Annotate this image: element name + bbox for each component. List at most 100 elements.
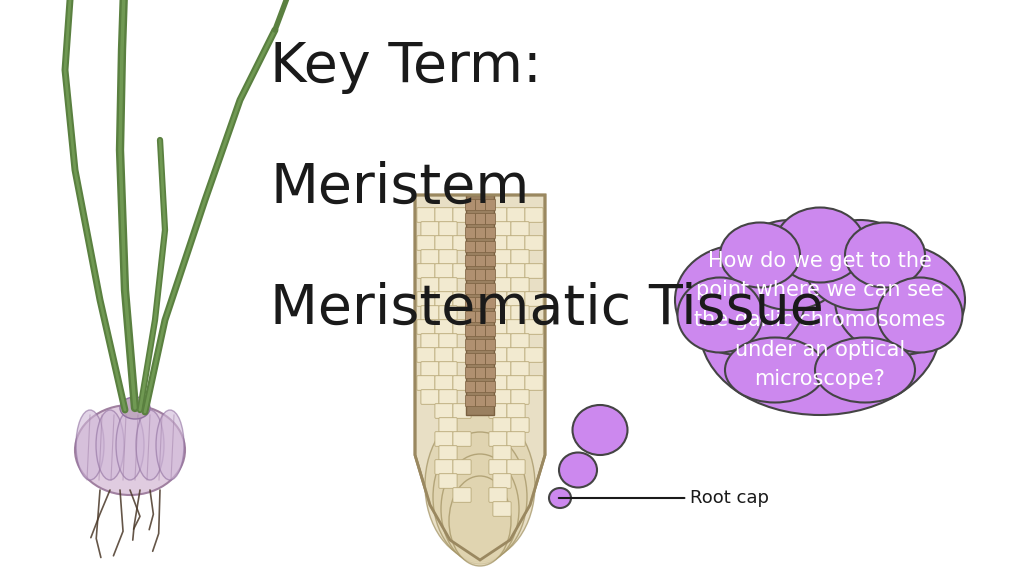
FancyBboxPatch shape <box>475 325 485 336</box>
Ellipse shape <box>720 222 800 287</box>
FancyBboxPatch shape <box>488 404 507 418</box>
FancyBboxPatch shape <box>511 334 529 348</box>
Ellipse shape <box>805 220 915 310</box>
FancyBboxPatch shape <box>421 334 439 348</box>
Text: Meristem: Meristem <box>270 161 529 215</box>
FancyBboxPatch shape <box>493 222 511 236</box>
FancyBboxPatch shape <box>507 264 525 278</box>
FancyBboxPatch shape <box>511 222 529 236</box>
FancyBboxPatch shape <box>507 291 525 306</box>
FancyBboxPatch shape <box>485 256 496 267</box>
FancyBboxPatch shape <box>475 256 485 267</box>
FancyBboxPatch shape <box>525 208 543 222</box>
FancyBboxPatch shape <box>475 270 485 281</box>
FancyBboxPatch shape <box>507 236 525 251</box>
FancyBboxPatch shape <box>435 291 453 306</box>
Polygon shape <box>415 195 545 560</box>
FancyBboxPatch shape <box>439 473 457 488</box>
FancyBboxPatch shape <box>435 348 453 362</box>
FancyBboxPatch shape <box>485 367 496 378</box>
FancyBboxPatch shape <box>488 488 507 502</box>
FancyBboxPatch shape <box>511 362 529 376</box>
FancyBboxPatch shape <box>466 270 475 281</box>
FancyBboxPatch shape <box>485 297 496 309</box>
FancyBboxPatch shape <box>466 256 475 267</box>
FancyBboxPatch shape <box>475 312 485 323</box>
FancyBboxPatch shape <box>485 325 496 336</box>
FancyBboxPatch shape <box>485 270 496 281</box>
FancyBboxPatch shape <box>417 348 435 362</box>
FancyBboxPatch shape <box>466 381 475 392</box>
FancyBboxPatch shape <box>417 291 435 306</box>
Ellipse shape <box>549 488 571 508</box>
FancyBboxPatch shape <box>493 250 511 264</box>
FancyBboxPatch shape <box>453 348 471 362</box>
FancyBboxPatch shape <box>417 320 435 334</box>
FancyBboxPatch shape <box>439 418 457 433</box>
FancyBboxPatch shape <box>525 236 543 251</box>
FancyBboxPatch shape <box>453 404 471 418</box>
FancyBboxPatch shape <box>485 396 496 407</box>
Ellipse shape <box>441 454 519 564</box>
FancyBboxPatch shape <box>485 339 496 351</box>
FancyBboxPatch shape <box>493 278 511 292</box>
FancyBboxPatch shape <box>475 228 485 238</box>
FancyBboxPatch shape <box>488 236 507 251</box>
FancyBboxPatch shape <box>466 228 475 238</box>
FancyBboxPatch shape <box>488 431 507 446</box>
Ellipse shape <box>700 245 940 415</box>
FancyBboxPatch shape <box>435 460 453 474</box>
FancyBboxPatch shape <box>466 283 475 294</box>
FancyBboxPatch shape <box>525 320 543 334</box>
FancyBboxPatch shape <box>475 199 485 210</box>
Ellipse shape <box>572 405 628 455</box>
FancyBboxPatch shape <box>439 362 457 376</box>
Ellipse shape <box>678 278 763 353</box>
FancyBboxPatch shape <box>417 208 435 222</box>
Ellipse shape <box>835 245 965 355</box>
Ellipse shape <box>76 410 104 480</box>
FancyBboxPatch shape <box>485 312 496 323</box>
FancyBboxPatch shape <box>466 312 475 323</box>
FancyBboxPatch shape <box>439 446 457 460</box>
FancyBboxPatch shape <box>511 418 529 433</box>
FancyBboxPatch shape <box>435 404 453 418</box>
Ellipse shape <box>136 410 164 480</box>
FancyBboxPatch shape <box>439 334 457 348</box>
FancyBboxPatch shape <box>417 236 435 251</box>
FancyBboxPatch shape <box>507 348 525 362</box>
Ellipse shape <box>675 245 805 355</box>
FancyBboxPatch shape <box>466 354 475 365</box>
FancyBboxPatch shape <box>507 376 525 391</box>
FancyBboxPatch shape <box>507 460 525 474</box>
Ellipse shape <box>449 476 511 566</box>
FancyBboxPatch shape <box>475 396 485 407</box>
FancyBboxPatch shape <box>507 431 525 446</box>
FancyBboxPatch shape <box>493 390 511 404</box>
FancyBboxPatch shape <box>488 320 507 334</box>
Ellipse shape <box>775 207 865 282</box>
Bar <box>410 195 550 565</box>
FancyBboxPatch shape <box>475 214 485 225</box>
FancyBboxPatch shape <box>435 376 453 391</box>
FancyBboxPatch shape <box>493 334 511 348</box>
FancyBboxPatch shape <box>453 264 471 278</box>
FancyBboxPatch shape <box>421 278 439 292</box>
FancyBboxPatch shape <box>485 241 496 252</box>
FancyBboxPatch shape <box>485 199 496 210</box>
FancyBboxPatch shape <box>507 320 525 334</box>
Text: Root cap: Root cap <box>559 489 769 507</box>
FancyBboxPatch shape <box>475 354 485 365</box>
FancyBboxPatch shape <box>507 404 525 418</box>
FancyBboxPatch shape <box>417 376 435 391</box>
FancyBboxPatch shape <box>488 291 507 306</box>
Ellipse shape <box>815 338 915 403</box>
Ellipse shape <box>878 278 963 353</box>
FancyBboxPatch shape <box>525 348 543 362</box>
FancyBboxPatch shape <box>475 297 485 309</box>
FancyBboxPatch shape <box>439 222 457 236</box>
FancyBboxPatch shape <box>421 250 439 264</box>
FancyBboxPatch shape <box>488 348 507 362</box>
FancyBboxPatch shape <box>485 381 496 392</box>
FancyBboxPatch shape <box>485 283 496 294</box>
